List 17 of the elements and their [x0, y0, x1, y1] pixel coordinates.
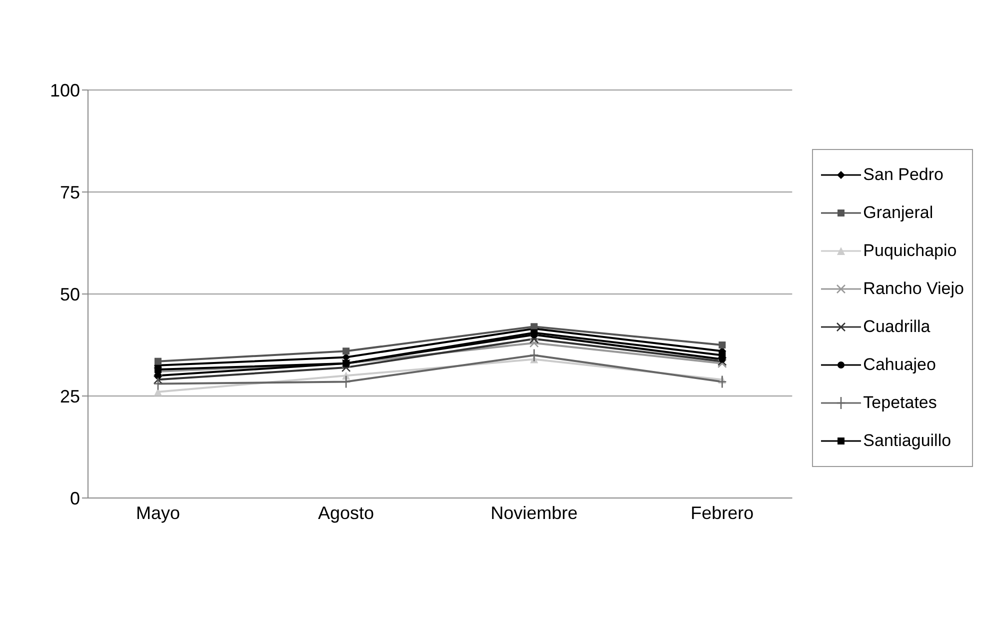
legend-label: Rancho Viejo	[863, 279, 964, 299]
legend-label: Cahuajeo	[863, 355, 936, 375]
y-tick-label: 25	[60, 386, 80, 406]
x-tick-label: Agosto	[318, 502, 374, 523]
y-tick-label: 0	[70, 488, 80, 508]
y-tick-label: 75	[60, 182, 80, 202]
x-tick-label: Febrero	[690, 502, 754, 523]
x-tick-label: Noviembre	[490, 502, 578, 523]
x-tick-label: Mayo	[136, 502, 180, 523]
legend-label: Santiaguillo	[863, 431, 952, 451]
y-tick-label: 100	[50, 80, 80, 100]
y-tick-label: 50	[60, 284, 80, 304]
legend-label: Puquichapio	[863, 241, 957, 261]
legend-label: San Pedro	[863, 165, 944, 185]
legend-label: Granjeral	[863, 203, 934, 223]
legend-label: Tepetates	[863, 393, 937, 413]
legend-label: Cuadrilla	[863, 317, 930, 337]
